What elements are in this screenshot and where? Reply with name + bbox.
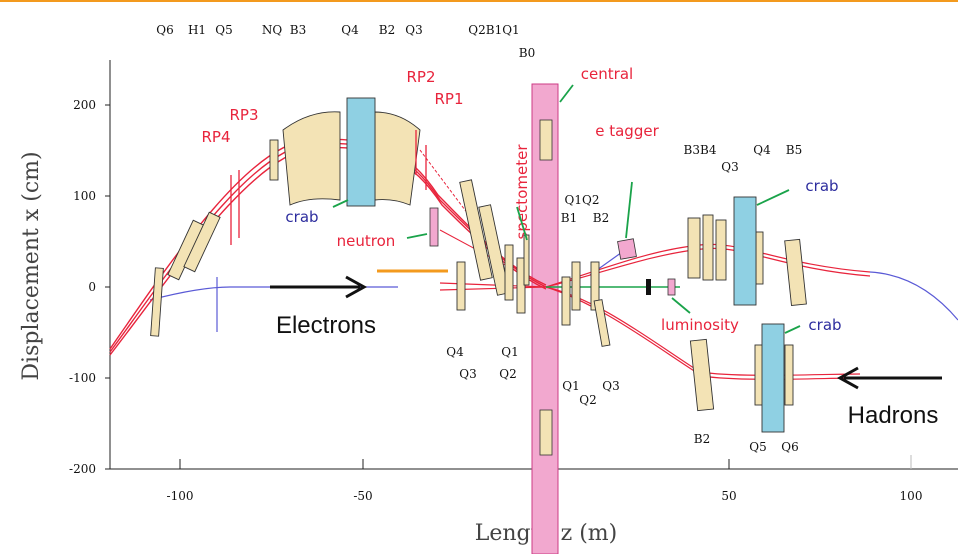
rp-dashed-path xyxy=(419,149,481,231)
roman-pots xyxy=(230,130,427,245)
magnet-label-q5: Q5 xyxy=(749,440,766,454)
b0-magnet-lower xyxy=(539,409,553,456)
magnet-label-q2-lower: Q2 xyxy=(499,367,516,381)
crab-label-right-bottom: crab xyxy=(808,316,841,334)
magnet-label-q4-right: Q4 xyxy=(753,143,771,157)
crab-cavity-right-top xyxy=(733,196,757,306)
magnet-label-q1q2: Q1Q2 xyxy=(565,193,600,207)
magnet-label-q3-lower: Q3 xyxy=(459,367,476,381)
magnet-label-b2-right: B2 xyxy=(694,432,710,446)
rp2-label: RP2 xyxy=(406,68,435,86)
magnet-label-q4: Q4 xyxy=(341,23,359,37)
electrons-label: Electrons xyxy=(276,312,376,339)
spectometer-label: spectometer xyxy=(513,144,531,240)
x-tick-50: 50 xyxy=(721,489,736,503)
neutron-label: neutron xyxy=(337,232,396,250)
magnet-label-h1: H1 xyxy=(188,23,206,37)
y-tick-neg200: -200 xyxy=(69,462,96,476)
crab-cavity-right-bottom xyxy=(761,323,785,433)
magnet-label-q2-lc: Q2 xyxy=(579,393,596,407)
magnet-label-q6: Q6 xyxy=(156,23,173,37)
x-tick-neg100: -100 xyxy=(167,489,194,503)
magnet-label-q1-lower: Q1 xyxy=(501,345,518,359)
rp1-label: RP1 xyxy=(434,90,463,108)
magnet-label-b1: B1 xyxy=(561,211,577,225)
magnet-label-q3-right: Q3 xyxy=(721,160,738,174)
crab-label-left: crab xyxy=(285,208,318,226)
b0-magnet-upper xyxy=(539,119,553,161)
x-tick-neg50: -50 xyxy=(353,489,372,503)
magnet-label-q1-lc: Q1 xyxy=(562,379,579,393)
y-tick-0: 0 xyxy=(88,280,96,294)
central-label: central xyxy=(581,65,633,83)
magnet-label-nq: NQ xyxy=(262,23,283,37)
e-tagger-label: e tagger xyxy=(595,122,659,140)
rp3-label: RP3 xyxy=(229,106,258,124)
magnet-label-q2b1q1: Q2B1Q1 xyxy=(468,23,519,37)
y-axis-title: Displacement x (cm) xyxy=(19,151,44,380)
crab-label-right-top: crab xyxy=(805,177,838,195)
luminosity-label: luminosity xyxy=(661,316,739,334)
rp4-label: RP4 xyxy=(201,128,230,146)
magnet-label-q4-lower: Q4 xyxy=(446,345,464,359)
y-tick-100: 100 xyxy=(73,189,96,203)
magnet-label-b3b4: B3B4 xyxy=(684,143,717,157)
y-tick-200: 200 xyxy=(73,98,96,112)
magnet-label-q3: Q3 xyxy=(405,23,422,37)
hadrons-label: Hadrons xyxy=(848,402,939,429)
magnet-label-q6: Q6 xyxy=(781,440,798,454)
leader-lines xyxy=(332,84,801,334)
crab-cavity-left xyxy=(346,97,376,207)
magnet-label-b2-center: B2 xyxy=(593,211,609,225)
x-tick-100: 100 xyxy=(900,489,923,503)
y-tick-neg100: -100 xyxy=(69,371,96,385)
hadron-outgoing-curve xyxy=(869,271,958,321)
magnets-right xyxy=(561,214,807,412)
e-tagger-detector xyxy=(617,238,637,260)
hadron-arrow-icon xyxy=(836,366,942,390)
luminosity-detector xyxy=(667,278,676,296)
magnet-label-q5: Q5 xyxy=(215,23,232,37)
magnet-label-q3-lc: Q3 xyxy=(602,379,619,393)
magnet-label-b2: B2 xyxy=(379,23,395,37)
magnet-label-b5: B5 xyxy=(786,143,802,157)
luminosity-block xyxy=(646,279,651,295)
magnet-label-b3: B3 xyxy=(290,23,306,37)
neutron-detector xyxy=(429,207,439,247)
magnets-left xyxy=(150,111,530,337)
magnet-label-b0: B0 xyxy=(519,46,535,60)
electron-arrow-icon xyxy=(270,275,368,299)
spectrometer-column xyxy=(531,83,559,554)
